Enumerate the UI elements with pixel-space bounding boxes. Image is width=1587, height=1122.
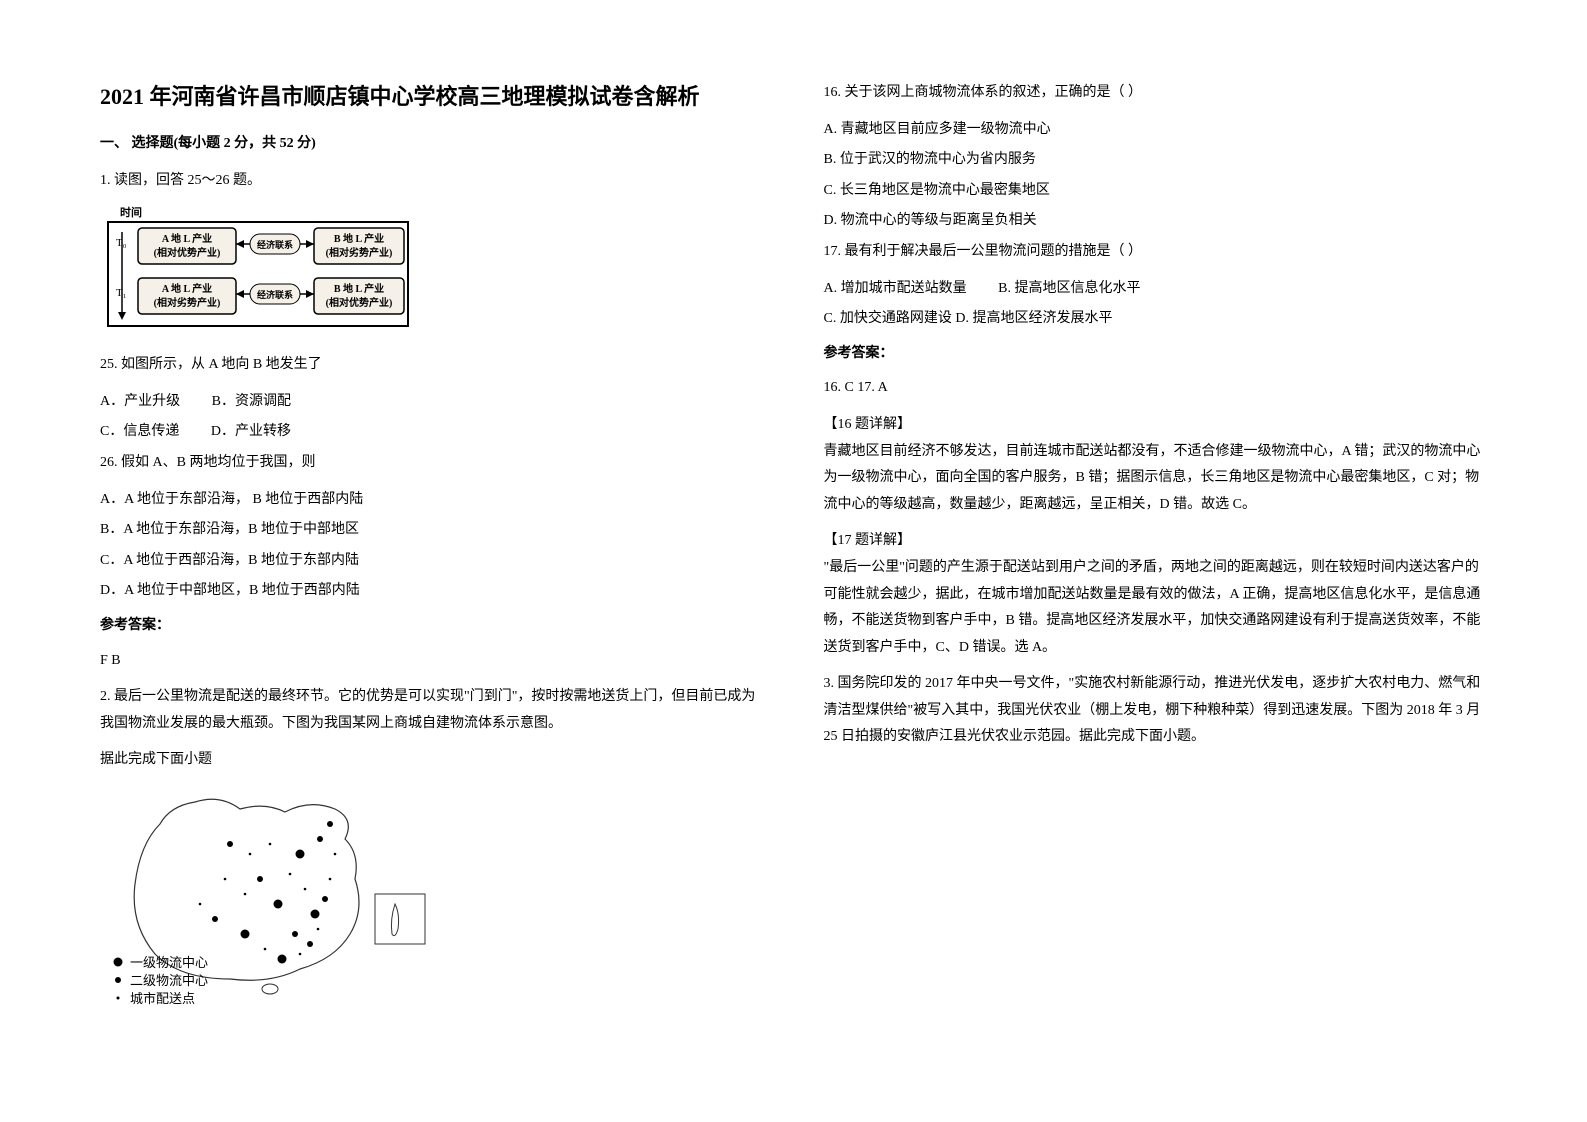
q25-d: D．产业转移 [211,424,291,439]
q16-b: B. 位于武汉的物流中心为省内服务 [824,147,1488,174]
q25-opts-cd: C．信息传递 D．产业转移 [100,419,764,446]
answer-label-1: 参考答案： [100,613,764,640]
q26-d: D．A 地位于中部地区，B 地位于西部内陆 [100,578,764,605]
box-b-top-l2: (相对劣势产业) [326,246,393,259]
box-a-bot-l1: A 地 L 产业 [162,282,212,295]
q1-answer: F B [100,648,764,675]
q2-intro-1: 2. 最后一公里物流是配送的最终环节。它的优势是可以实现"门到门"，按时按需地送… [100,684,764,737]
page-title: 2021 年河南省许昌市顺店镇中心学校高三地理模拟试卷含解析 [100,80,764,113]
exp17-body: "最后一公里"问题的产生源于配送站到用户之间的矛盾，两地之间的距离越远，则在较短… [824,555,1488,661]
exp17-head: 【17 题详解】 [824,528,1488,555]
box-a-top-l2: (相对优势产业) [154,246,221,259]
q17-opts-ab: A. 增加城市配送站数量 B. 提高地区信息化水平 [824,276,1488,303]
q17-stem: 17. 最有利于解决最后一公里物流问题的措施是（ ） [824,239,1488,266]
mid-bot-label: 经济联系 [257,289,293,300]
q2-answer: 16. C 17. A [824,375,1488,402]
q25-opts-ab: A．产业升级 B．资源调配 [100,389,764,416]
q1-intro: 1. 读图，回答 25～26 题。 [100,168,764,195]
q16-d: D. 物流中心的等级与距离呈负相关 [824,208,1488,235]
box-b-bot-l2: (相对优势产业) [326,296,393,309]
q17-a: A. 增加城市配送站数量 [824,281,967,296]
diagram-industry-transfer: 时间 T₀ T₁ A 地 L 产业 (相对优势产业) 经济联系 B 地 L 产业… [100,204,764,334]
box-b-bot-l1: B 地 L 产业 [334,282,384,295]
answer-label-2: 参考答案： [824,341,1488,368]
box-b-top-l1: B 地 L 产业 [334,232,384,245]
q25-stem: 25. 如图所示，从 A 地向 B 地发生了 [100,352,764,379]
exp16-body: 青藏地区目前经济不够发达，目前连城市配送站都没有，不适合修建一级物流中心，A 错… [824,439,1488,519]
legend-1: 一级物流中心 [130,955,208,970]
box-a-top-l1: A 地 L 产业 [162,232,212,245]
q16-a: A. 青藏地区目前应多建一级物流中心 [824,117,1488,144]
q26-stem: 26. 假如 A、B 两地均位于我国，则 [100,450,764,477]
q25-b: B．资源调配 [212,394,291,409]
q25-c: C．信息传递 [100,424,179,439]
q17-b: B. 提高地区信息化水平 [998,281,1140,296]
q17-opts-cd: C. 加快交通路网建设 D. 提高地区经济发展水平 [824,306,1488,333]
exp16-head: 【16 题详解】 [824,412,1488,439]
legend-3: 城市配送点 [130,991,195,1006]
q17-c: C. 加快交通路网建设 [824,311,952,326]
mid-top-label: 经济联系 [257,239,293,250]
q25-a: A．产业升级 [100,394,180,409]
box-a-bot-l2: (相对劣势产业) [154,296,221,309]
section-1-heading: 一、 选择题(每小题 2 分，共 52 分) [100,131,764,158]
q3-intro: 3. 国务院印发的 2017 年中央一号文件，"实施农村新能源行动，推进光伏发电… [824,671,1488,751]
map-china-logistics: 一级物流中心 二级物流中心 城市配送点 [100,784,764,1014]
legend-2: 二级物流中心 [130,973,208,988]
q16-stem: 16. 关于该网上商城物流体系的叙述，正确的是（ ） [824,80,1488,107]
q26-a: A．A 地位于东部沿海， B 地位于西部内陆 [100,487,764,514]
q16-c: C. 长三角地区是物流中心最密集地区 [824,178,1488,205]
q26-c: C．A 地位于西部沿海，B 地位于东部内陆 [100,548,764,575]
q2-intro-2: 据此完成下面小题 [100,747,764,774]
q26-b: B．A 地位于东部沿海，B 地位于中部地区 [100,517,764,544]
q17-d: D. 提高地区经济发展水平 [955,311,1112,326]
time-label: 时间 [120,205,142,219]
